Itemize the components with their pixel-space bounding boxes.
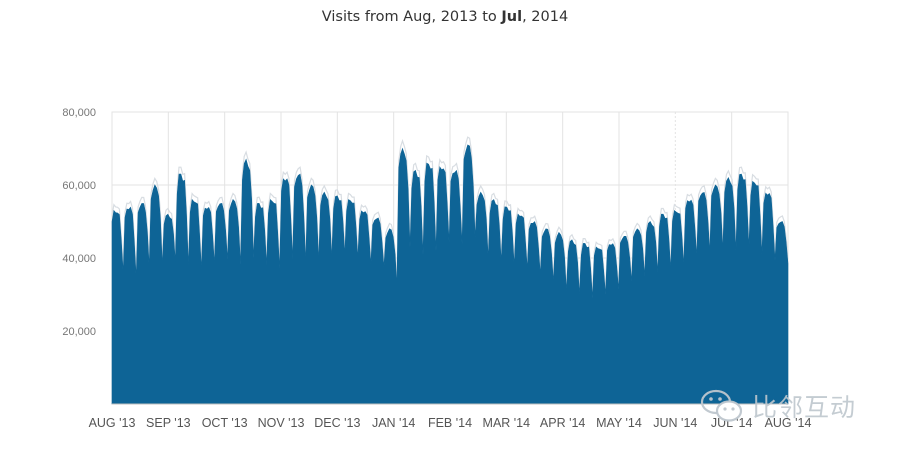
x-tick-label: OCT '13 xyxy=(202,416,248,430)
y-tick-label: 80,000 xyxy=(62,107,96,119)
x-tick-label: DEC '13 xyxy=(314,416,360,430)
chart-title: Visits from Aug, 2013 to Jul, 2014 xyxy=(321,9,569,25)
x-tick-label: MAR '14 xyxy=(483,416,531,430)
watermark: 比邻互动 xyxy=(700,386,880,426)
y-tick-label: 20,000 xyxy=(62,326,96,338)
x-tick-label: AUG '13 xyxy=(89,416,136,430)
y-tick-label: 40,000 xyxy=(62,253,96,265)
watermark-text: 比邻互动 xyxy=(752,393,857,422)
x-tick-label: APR '14 xyxy=(540,416,586,430)
x-tick-label: JUN '14 xyxy=(653,416,697,430)
y-tick-label: 60,000 xyxy=(62,180,96,192)
series-area xyxy=(111,144,789,405)
x-tick-label: MAY '14 xyxy=(596,416,642,430)
x-tick-label: SEP '13 xyxy=(146,416,191,430)
x-tick-label: AUG '14 xyxy=(765,416,812,430)
x-tick-label: JAN '14 xyxy=(372,416,415,430)
x-tick-label: NOV '13 xyxy=(258,416,305,430)
wechat-icon xyxy=(700,389,743,422)
x-tick-label: FEB '14 xyxy=(428,416,472,430)
